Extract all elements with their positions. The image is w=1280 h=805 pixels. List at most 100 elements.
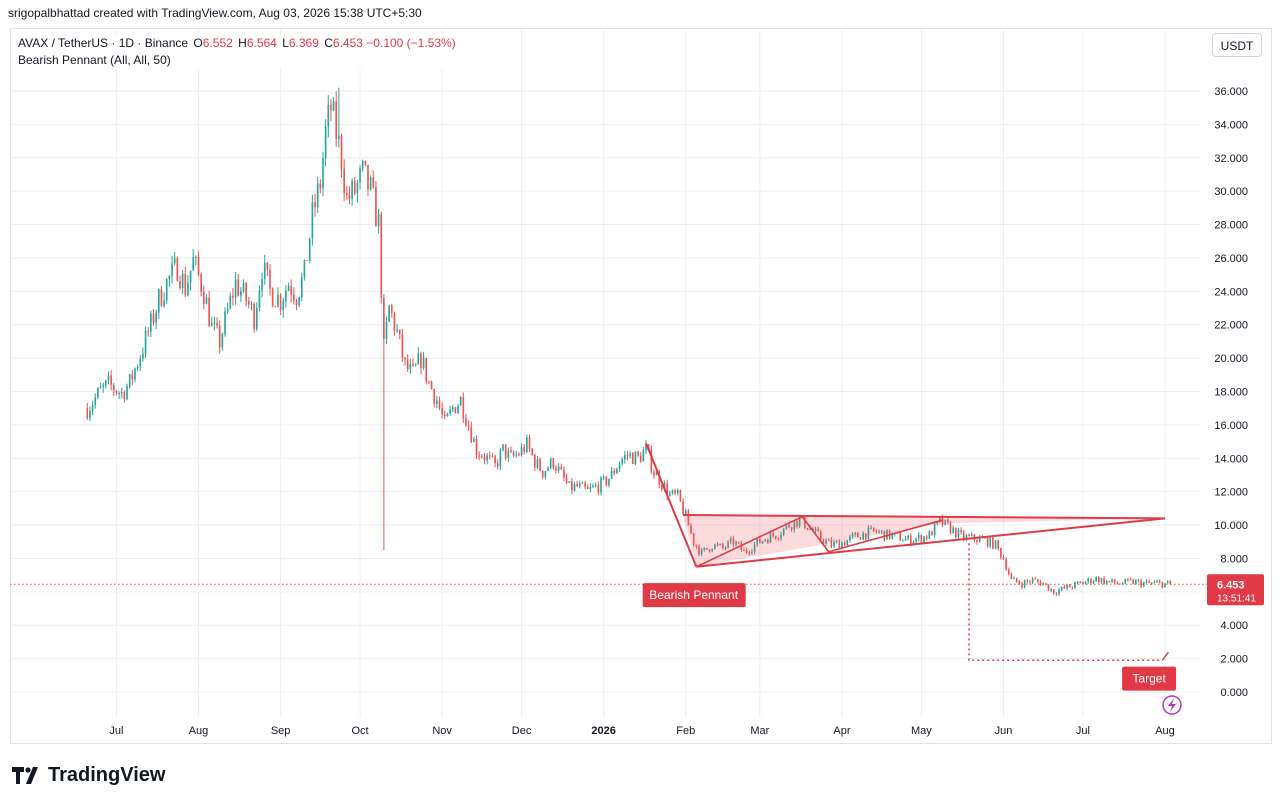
legend-close-label: C xyxy=(324,36,333,50)
candle-body xyxy=(960,529,962,533)
candle-body xyxy=(136,366,139,369)
y-tick-label: 36.000 xyxy=(1214,86,1248,98)
candle-body xyxy=(915,538,917,542)
candle-body xyxy=(1119,583,1121,585)
candle-body xyxy=(1060,586,1063,590)
legend-open-label: O xyxy=(193,36,203,50)
tradingview-logo[interactable]: TradingView xyxy=(12,764,165,787)
candle-body xyxy=(218,325,221,348)
plot-area[interactable]: 0.0002.0004.0006.0008.00010.00012.00014.… xyxy=(10,30,1264,737)
candle-body xyxy=(412,363,414,366)
candle-body xyxy=(316,183,319,208)
pennant-pole xyxy=(645,442,698,568)
candle-body xyxy=(1156,581,1158,583)
y-tick-label: 10.000 xyxy=(1214,520,1248,532)
candle-body xyxy=(523,447,526,452)
candle-body xyxy=(743,549,745,551)
target-projection-line xyxy=(968,543,1163,662)
candle-body xyxy=(563,469,565,478)
candle-body xyxy=(674,490,676,494)
target-label[interactable]: Target xyxy=(1122,666,1177,691)
candle-body xyxy=(864,533,867,539)
candle-body xyxy=(438,400,441,408)
chart-frame[interactable] xyxy=(10,28,1272,744)
x-tick-label: Aug xyxy=(189,725,209,737)
candle-body xyxy=(1103,578,1105,584)
chart-caption: srigopalbhattad created with TradingView… xyxy=(8,6,422,20)
candle-body xyxy=(192,257,195,271)
y-tick-label: 18.000 xyxy=(1214,387,1248,399)
candle-body xyxy=(912,541,915,545)
candle-body xyxy=(1013,577,1015,579)
candle-body xyxy=(512,452,515,456)
candle-body xyxy=(99,387,102,389)
candle-body xyxy=(470,426,473,443)
legend-indicator[interactable]: Bearish Pennant (All, All, 50) xyxy=(18,53,171,67)
candle-body xyxy=(1021,583,1023,588)
x-tick-label: Nov xyxy=(432,725,452,737)
candle-body xyxy=(891,534,894,539)
candle-body xyxy=(1029,581,1031,583)
candle-body xyxy=(624,455,626,460)
candle-body xyxy=(690,525,692,533)
candle-body xyxy=(899,532,902,541)
candle-body xyxy=(488,455,491,457)
candle-body xyxy=(931,531,933,536)
candle-body xyxy=(761,541,764,544)
candle-body xyxy=(150,313,152,332)
candle-body xyxy=(287,285,290,291)
candle-body xyxy=(1076,582,1079,584)
candle-body xyxy=(655,472,658,476)
candle-body xyxy=(1113,579,1116,583)
candle-body xyxy=(822,539,825,544)
candle-body xyxy=(586,487,589,489)
candle-body xyxy=(854,533,857,535)
candle-body xyxy=(817,528,819,532)
candle-body xyxy=(796,520,798,527)
currency-button[interactable]: USDT xyxy=(1212,33,1262,57)
candle-body xyxy=(351,180,353,199)
y-tick-label: 22.000 xyxy=(1214,320,1248,332)
bearish-pennant-label[interactable]: Bearish Pennant xyxy=(642,583,746,608)
candle-body xyxy=(332,101,335,111)
candle-body xyxy=(388,305,390,322)
candle-body xyxy=(549,458,552,469)
current-price-value: 6.453 xyxy=(1217,579,1245,591)
candle-body xyxy=(904,538,907,541)
candle-body xyxy=(719,543,721,545)
candle-body xyxy=(671,490,674,494)
candle-body xyxy=(343,168,345,193)
candle-body xyxy=(1148,581,1150,583)
candle-body xyxy=(782,528,785,535)
lightning-icon[interactable] xyxy=(1162,695,1182,715)
candle-body xyxy=(520,447,523,456)
candle-body xyxy=(793,520,796,530)
candle-body xyxy=(708,549,711,552)
candle-body xyxy=(605,476,608,486)
candle-body xyxy=(698,546,700,555)
candle-body xyxy=(398,329,401,335)
candle-body xyxy=(401,334,404,358)
candle-body xyxy=(907,535,909,539)
candle-body xyxy=(968,535,970,537)
candle-body xyxy=(825,540,827,544)
candle-body xyxy=(862,533,864,540)
candle-body xyxy=(250,303,253,305)
candle-body xyxy=(976,540,978,543)
candle-body xyxy=(909,535,912,545)
candle-body xyxy=(711,549,714,552)
candle-body xyxy=(692,532,695,545)
legend-symbol[interactable]: AVAX / TetherUS · 1D · Binance xyxy=(18,36,189,50)
candle-body xyxy=(838,540,841,549)
candle-body xyxy=(645,444,647,451)
candle-body xyxy=(173,258,176,264)
candle-body xyxy=(86,408,89,419)
candle-body xyxy=(1166,581,1169,584)
candle-body xyxy=(970,534,973,536)
candle-body xyxy=(851,534,854,537)
candle-body xyxy=(97,388,99,398)
candle-body xyxy=(1007,569,1010,574)
legend-high: 6.564 xyxy=(246,36,277,50)
current-price-badge[interactable]: 6.453 13:51:41 xyxy=(1207,574,1264,606)
